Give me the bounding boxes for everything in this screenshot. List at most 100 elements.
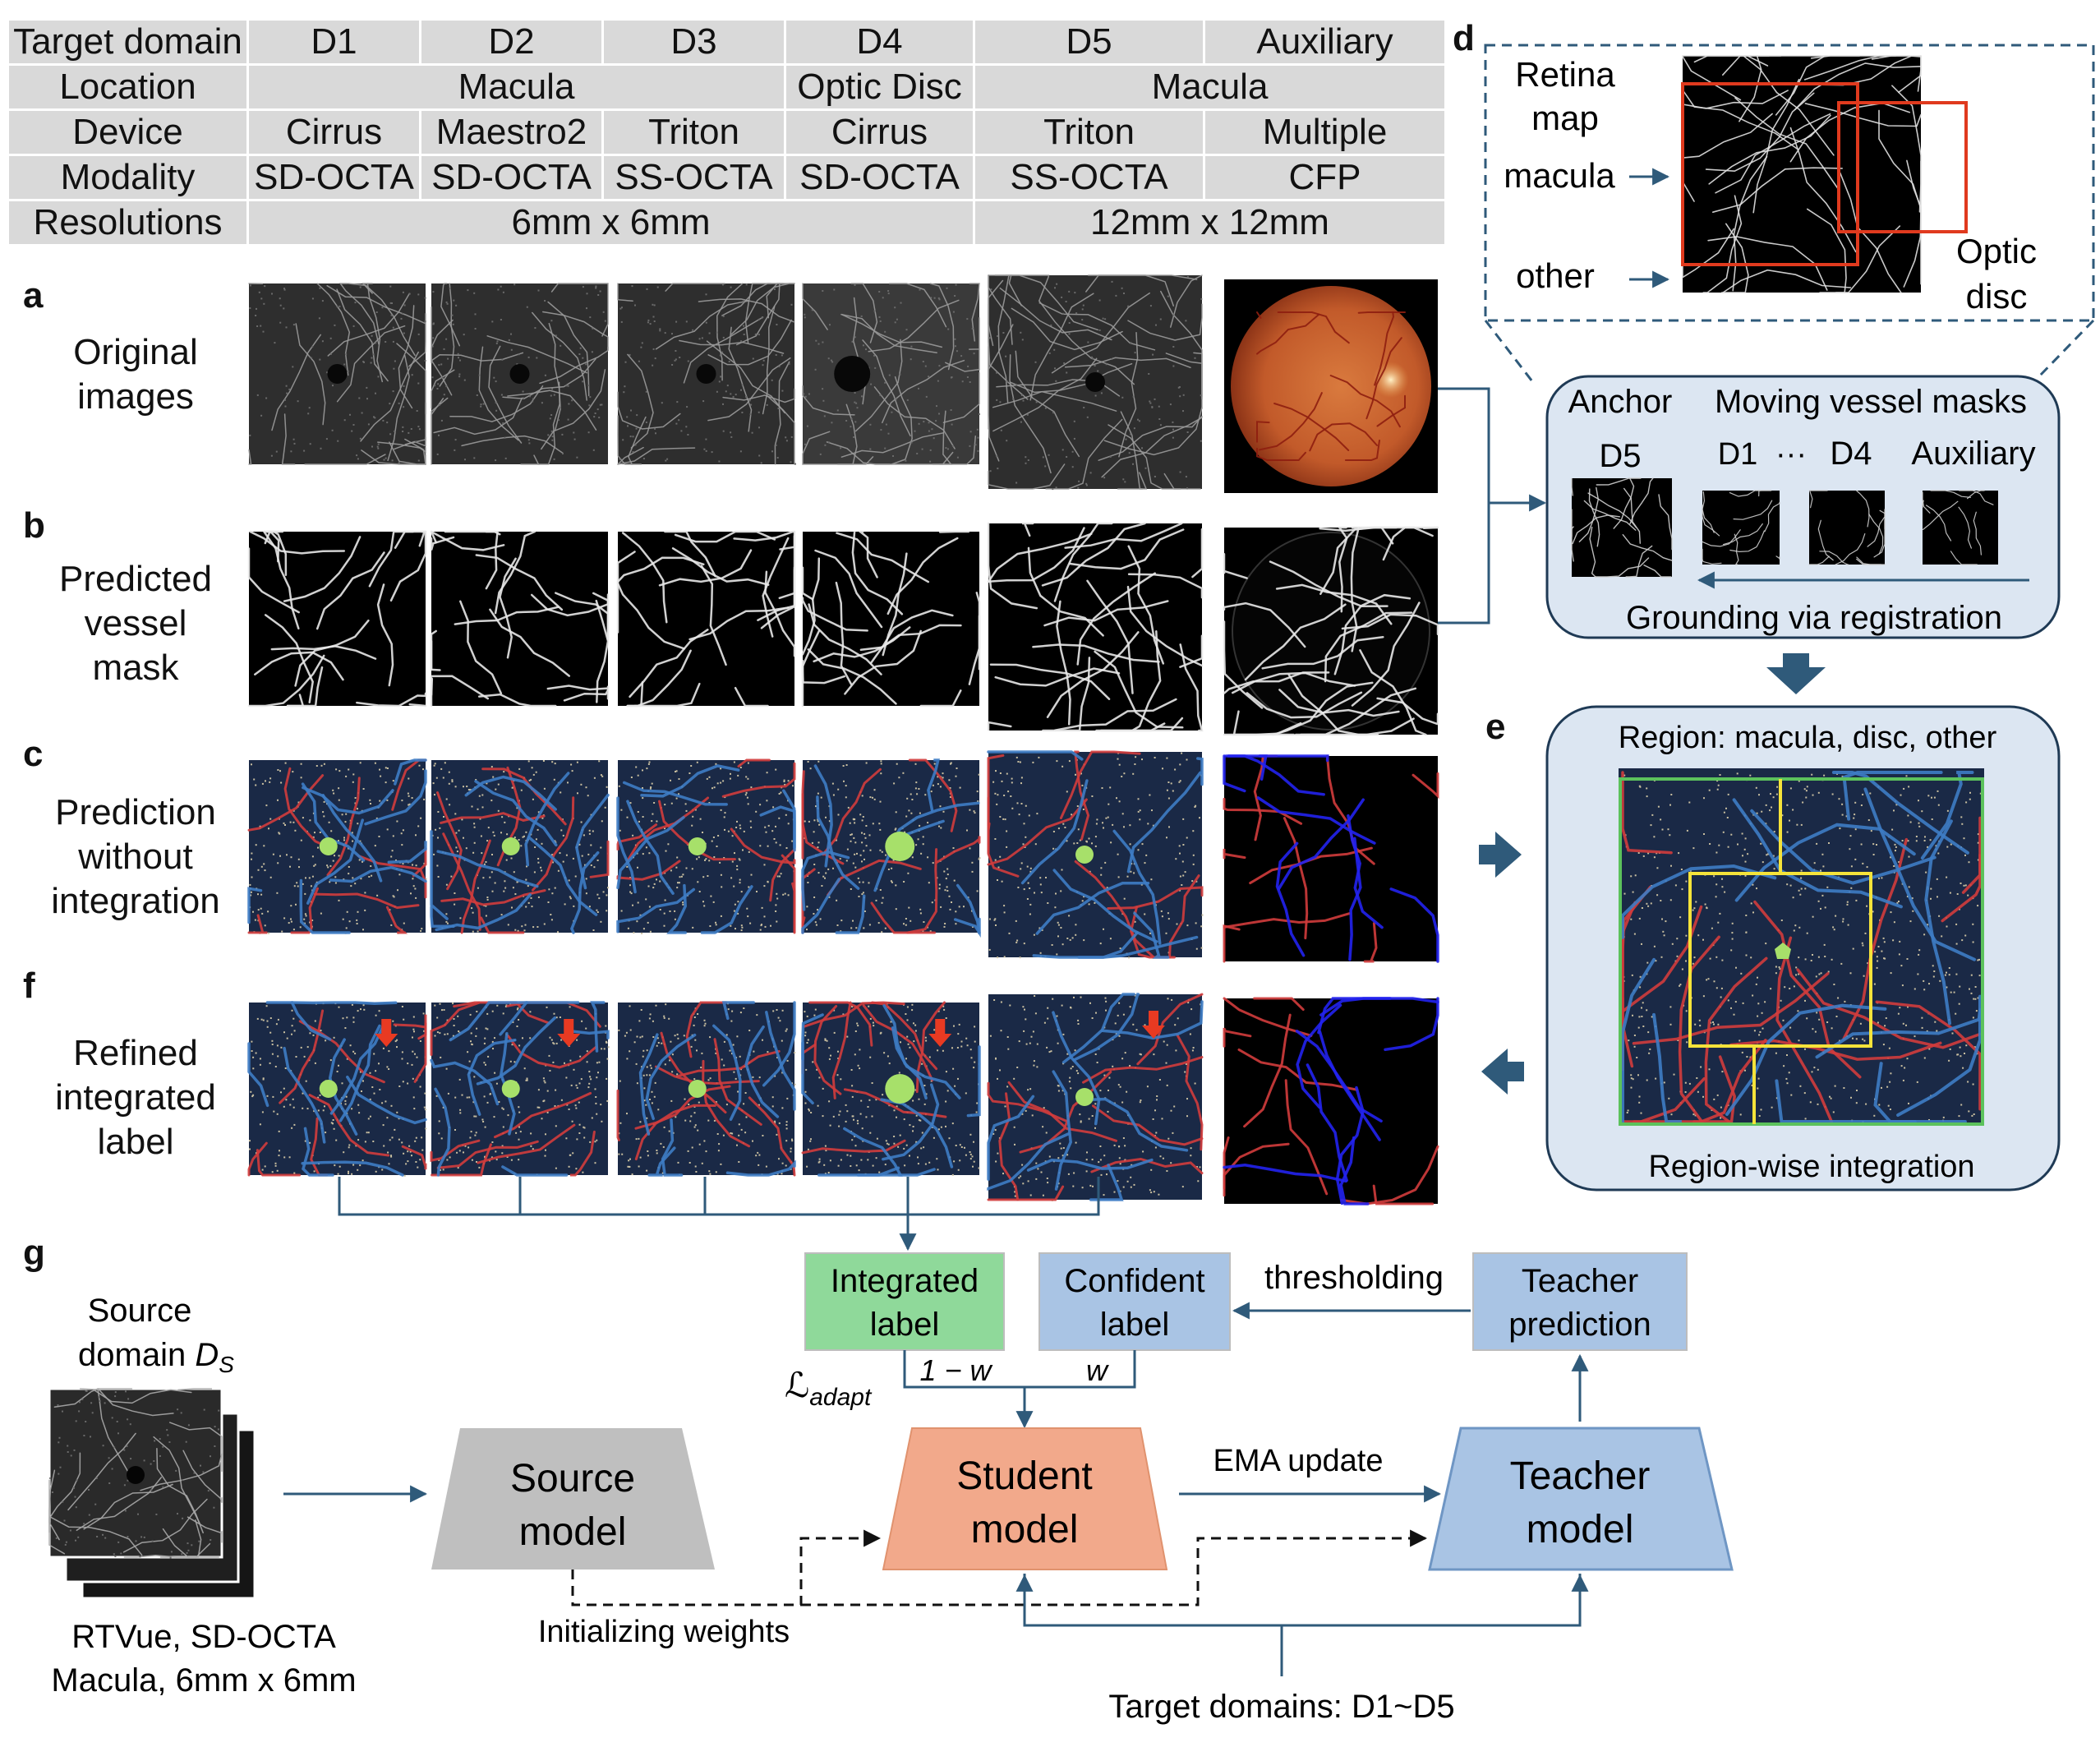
speckle bbox=[669, 1059, 671, 1062]
speckle bbox=[433, 853, 435, 855]
speckle bbox=[1862, 862, 1864, 864]
speckle bbox=[879, 800, 882, 803]
speckle bbox=[437, 837, 439, 839]
vessel-path bbox=[440, 283, 461, 347]
vessel-path bbox=[1277, 798, 1365, 891]
speckle bbox=[334, 882, 337, 884]
speckle bbox=[1820, 907, 1821, 910]
speckle bbox=[1077, 1023, 1080, 1025]
speckle bbox=[415, 1161, 417, 1163]
speckle bbox=[1742, 855, 1743, 857]
speckle bbox=[159, 1438, 161, 1440]
speckle bbox=[654, 1081, 656, 1084]
speckle bbox=[510, 333, 512, 335]
speckle bbox=[1071, 1066, 1074, 1067]
speckle bbox=[251, 858, 252, 860]
speckle bbox=[542, 760, 545, 762]
speckle bbox=[1862, 944, 1864, 947]
speckle bbox=[720, 809, 722, 811]
speckle bbox=[628, 1159, 630, 1162]
speckle bbox=[308, 407, 311, 409]
table-cell: Modality bbox=[7, 154, 249, 201]
speckle bbox=[636, 1082, 638, 1085]
speckle bbox=[707, 1079, 710, 1081]
speckle bbox=[647, 763, 650, 765]
speckle bbox=[352, 781, 354, 783]
speckle bbox=[412, 1036, 413, 1039]
speckle bbox=[935, 420, 937, 422]
speckle bbox=[386, 422, 389, 424]
vessel-path bbox=[547, 301, 590, 397]
speckle bbox=[370, 803, 371, 804]
vessel-path bbox=[987, 522, 1038, 610]
speckle bbox=[1908, 886, 1910, 888]
speckle bbox=[1772, 855, 1775, 857]
speckle bbox=[919, 812, 921, 814]
speckle bbox=[729, 1049, 731, 1052]
speckle bbox=[359, 437, 362, 440]
fovea-marker bbox=[1775, 943, 1791, 959]
speckle bbox=[482, 1121, 485, 1122]
speckle bbox=[731, 835, 734, 837]
speckle bbox=[1172, 790, 1174, 792]
speckle bbox=[480, 835, 482, 837]
speckle bbox=[1179, 780, 1181, 782]
speckle bbox=[527, 439, 530, 441]
speckle bbox=[1806, 932, 1808, 934]
speckle bbox=[627, 1165, 629, 1168]
vessel-path bbox=[617, 446, 644, 465]
speckle bbox=[791, 1140, 794, 1142]
speckle bbox=[1693, 907, 1696, 910]
speckle bbox=[1029, 867, 1032, 869]
speckle bbox=[1684, 1091, 1687, 1093]
speckle bbox=[1946, 846, 1949, 848]
speckle bbox=[1085, 1170, 1088, 1173]
speckle bbox=[302, 883, 304, 885]
speckle bbox=[775, 768, 777, 771]
speckle bbox=[1137, 849, 1140, 851]
speckle bbox=[999, 816, 1002, 818]
speckle bbox=[750, 403, 753, 406]
speckle bbox=[1126, 1090, 1128, 1093]
speckle bbox=[853, 436, 855, 438]
speckle bbox=[1790, 1094, 1793, 1096]
speckle bbox=[843, 780, 845, 782]
left-block-arrow bbox=[1481, 1049, 1524, 1095]
speckle bbox=[823, 415, 826, 417]
speckle bbox=[1034, 892, 1035, 894]
mask-image bbox=[431, 532, 608, 706]
speckle bbox=[1639, 986, 1642, 989]
speckle bbox=[1100, 1173, 1103, 1176]
vessel-path bbox=[1042, 657, 1091, 732]
speckle bbox=[544, 1081, 546, 1084]
speckle bbox=[898, 1072, 900, 1074]
speckle bbox=[1813, 1067, 1816, 1069]
speckle bbox=[969, 445, 971, 447]
speckle bbox=[1077, 1072, 1080, 1075]
vessel-path bbox=[412, 847, 427, 878]
speckle bbox=[255, 1052, 257, 1054]
speckle bbox=[912, 1130, 914, 1132]
vessel-path bbox=[589, 840, 610, 878]
speckle bbox=[518, 767, 521, 770]
image-tile bbox=[616, 1001, 796, 1177]
speckle bbox=[1109, 938, 1112, 940]
anchor-mask-thumb bbox=[1572, 478, 1672, 577]
speckle bbox=[1918, 822, 1920, 824]
speckle bbox=[790, 436, 793, 438]
speckle bbox=[1623, 774, 1626, 777]
speckle bbox=[882, 297, 884, 299]
vessel-path bbox=[627, 353, 654, 449]
speckle bbox=[445, 1067, 448, 1070]
speckle bbox=[329, 353, 332, 355]
vessel-path bbox=[1098, 415, 1203, 461]
speckle bbox=[516, 363, 518, 366]
vessel-path bbox=[1278, 689, 1400, 717]
speckle bbox=[1172, 365, 1175, 367]
speckle bbox=[1117, 758, 1119, 760]
speckle bbox=[1794, 924, 1797, 927]
speckle bbox=[1888, 1047, 1890, 1049]
speckle bbox=[893, 782, 896, 785]
speckle bbox=[670, 1040, 672, 1043]
speckle bbox=[343, 1151, 345, 1154]
